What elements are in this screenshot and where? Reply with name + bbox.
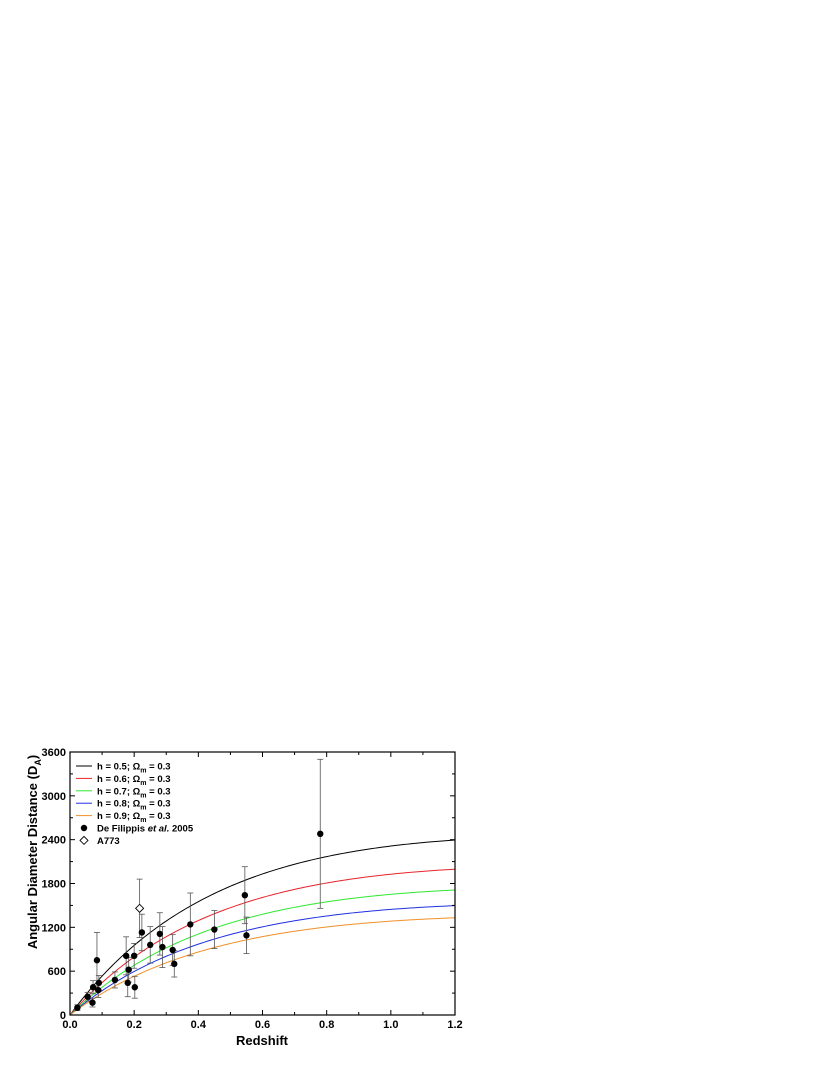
legend-label-4: h = 0.9; Ωm = 0.3 [97, 811, 171, 824]
defilippis-point-1 [84, 993, 91, 1000]
defilippis-point-3 [89, 984, 97, 991]
defilippis-point-10 [125, 966, 132, 973]
legend-label-2: h = 0.7; Ωm = 0.3 [97, 786, 171, 799]
defilippis-point-22 [243, 932, 250, 939]
y-tick-label-1: 600 [48, 966, 66, 978]
y-axis-title-main: Angular Diameter Distance (D [25, 766, 40, 950]
defilippis-point-0 [74, 1004, 81, 1011]
defilippis-point-4 [93, 957, 101, 964]
legend-label-0: h = 0.5; Ωm = 0.3 [97, 762, 171, 775]
legend-marker-a773 [79, 835, 89, 846]
defilippis-point-8 [122, 952, 130, 960]
y-tick-label-3: 1800 [42, 879, 66, 891]
series-curve-4 [69, 917, 456, 1016]
a773-point-0 [134, 903, 145, 913]
defilippis-point-18 [171, 960, 178, 968]
legend-marker-defilippis [80, 824, 88, 832]
legend: h = 0.5; Ωm = 0.3h = 0.6; Ωm = 0.3h = 0.… [76, 762, 194, 847]
y-axis-title-close: ) [25, 755, 40, 759]
svg-text:Angular Diameter Distance (DA): Angular Diameter Distance (DA) [25, 755, 43, 949]
defilippis-point-20 [211, 926, 218, 933]
legend-label-1: h = 0.6; Ωm = 0.3 [97, 774, 171, 787]
defilippis-point-15 [156, 930, 164, 938]
y-tick-label-5: 3000 [42, 791, 66, 803]
y-axis-title: Angular Diameter Distance (DA) [25, 755, 43, 949]
x-tick-label-6: 1.2 [447, 1019, 462, 1031]
x-tick-label-5: 1.0 [383, 1019, 398, 1031]
defilippis-point-14 [147, 941, 154, 949]
ticks: 0.0 0.2 0.4 0.6 0.8 1.0 1.2 0 600 1200 1800 2400 300… [42, 747, 463, 1031]
x-tick-label-4: 0.8 [319, 1019, 334, 1031]
legend-label-a773: A773 [97, 836, 120, 847]
series-curve-3 [69, 905, 456, 1016]
y-axis-title-sub: A [33, 759, 43, 766]
data-points [74, 830, 324, 1011]
defilippis-point-6 [95, 979, 103, 987]
defilippis-point-16 [159, 943, 166, 951]
defilippis-point-17 [169, 946, 176, 954]
legend-label-defilippis: De Filippis et al. 2005 [97, 824, 194, 835]
defilippis-point-7 [111, 976, 119, 984]
defilippis-point-9 [124, 979, 131, 987]
defilippis-point-2 [89, 999, 96, 1006]
defilippis-point-23 [317, 830, 324, 838]
defilippis-point-19 [187, 921, 194, 928]
defilippis-point-11 [130, 952, 138, 960]
defilippis-point-13 [138, 929, 146, 936]
x-tick-label-3: 0.6 [255, 1019, 270, 1031]
x-axis-title: Redshift [236, 1033, 289, 1048]
y-tick-label-2: 1200 [42, 922, 66, 934]
x-tick-label-0: 0.0 [62, 1019, 77, 1031]
y-tick-label-0: 0 [60, 1010, 66, 1022]
defilippis-point-12 [131, 984, 139, 991]
x-tick-label-2: 0.4 [191, 1019, 207, 1031]
y-tick-label-4: 2400 [42, 835, 66, 847]
defilippis-point-5 [95, 986, 102, 994]
x-tick-label-1: 0.2 [127, 1019, 142, 1031]
y-tick-label-6: 3600 [42, 747, 66, 759]
legend-label-3: h = 0.8; Ωm = 0.3 [97, 799, 171, 812]
defilippis-point-21 [241, 891, 249, 899]
